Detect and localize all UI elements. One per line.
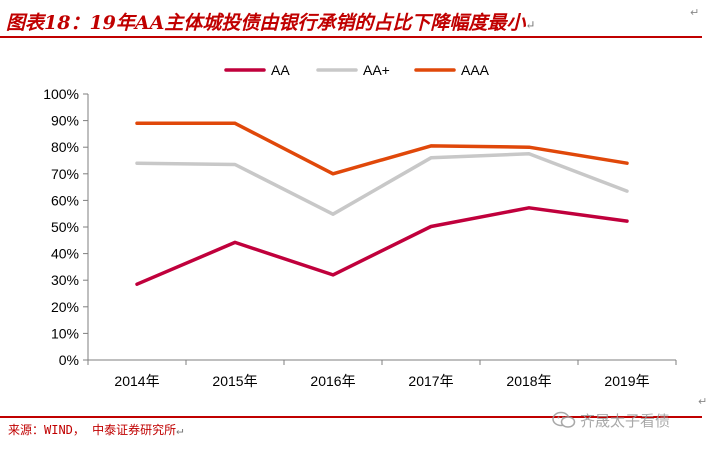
data-point-AA (625, 219, 629, 223)
x-tick-label: 2016年 (310, 373, 355, 389)
wechat-icon (552, 411, 576, 428)
data-point-AA (331, 273, 335, 277)
data-point-AA (233, 240, 237, 244)
data-point-AA+ (429, 156, 433, 160)
watermark: 齐晟太子看债 (552, 409, 670, 431)
data-point-AAA (331, 172, 335, 176)
y-tick-label: 70% (51, 166, 79, 182)
data-point-AAA (135, 121, 139, 125)
data-point-AA+ (527, 152, 531, 156)
data-point-AAA (233, 121, 237, 125)
data-point-AA (135, 282, 139, 286)
y-tick-label: 40% (51, 246, 79, 262)
data-point-AAA (625, 161, 629, 165)
x-tick-label: 2017年 (408, 373, 453, 389)
paragraph-mark-icon: ↵ (176, 423, 184, 437)
paragraph-mark-icon: ↵ (698, 395, 708, 408)
x-tick-label: 2014年 (114, 373, 159, 389)
series-line-AA (135, 206, 629, 286)
paragraph-mark-icon: ↵ (525, 18, 536, 32)
footer-divider (0, 416, 702, 418)
legend-label-AA: AA (271, 62, 290, 78)
source-text: 来源：WIND， 中泰证券研究所 (8, 423, 177, 437)
figure-title: 图表18：19年AA主体城投债由银行承销的占比下降幅度最小↵ (6, 8, 696, 34)
x-tick-label: 2018年 (506, 373, 551, 389)
data-point-AAA (527, 145, 531, 149)
y-tick-label: 30% (51, 272, 79, 288)
x-tick-label: 2015年 (212, 373, 257, 389)
legend-label-AAA: AAA (461, 62, 490, 78)
y-tick-label: 0% (59, 352, 79, 368)
y-tick-label: 100% (43, 86, 79, 102)
data-point-AA+ (625, 189, 629, 193)
y-tick-label: 50% (51, 219, 79, 235)
data-point-AA (527, 206, 531, 210)
data-point-AA+ (233, 162, 237, 166)
line-chart: 0% 10% 20% 30% 40% 50% 60% 70% 80% 90% 100% 2014年 20… (43, 62, 677, 389)
source-note: 来源：WIND， 中泰证券研究所↵ (8, 421, 183, 438)
y-tick-label: 20% (51, 299, 79, 315)
y-tick-label: 90% (51, 113, 79, 129)
y-tick-label: 60% (51, 192, 79, 208)
paragraph-mark-icon: ↵ (690, 6, 700, 19)
y-tick-label: 10% (51, 325, 79, 341)
series-line-AAA (135, 121, 629, 176)
figure-title-text: 图表18：19年AA主体城投债由银行承销的占比下降幅度最小 (6, 12, 526, 34)
data-point-AA (429, 224, 433, 228)
title-divider (0, 36, 702, 38)
series-line-AA+ (135, 152, 629, 216)
x-tick-label: 2019年 (604, 373, 649, 389)
legend-label-AA+: AA+ (363, 62, 390, 78)
y-tick-label: 80% (51, 139, 79, 155)
data-point-AA+ (135, 161, 139, 165)
watermark-text: 齐晟太子看债 (580, 411, 671, 430)
data-point-AA+ (331, 212, 335, 216)
data-point-AAA (429, 144, 433, 148)
